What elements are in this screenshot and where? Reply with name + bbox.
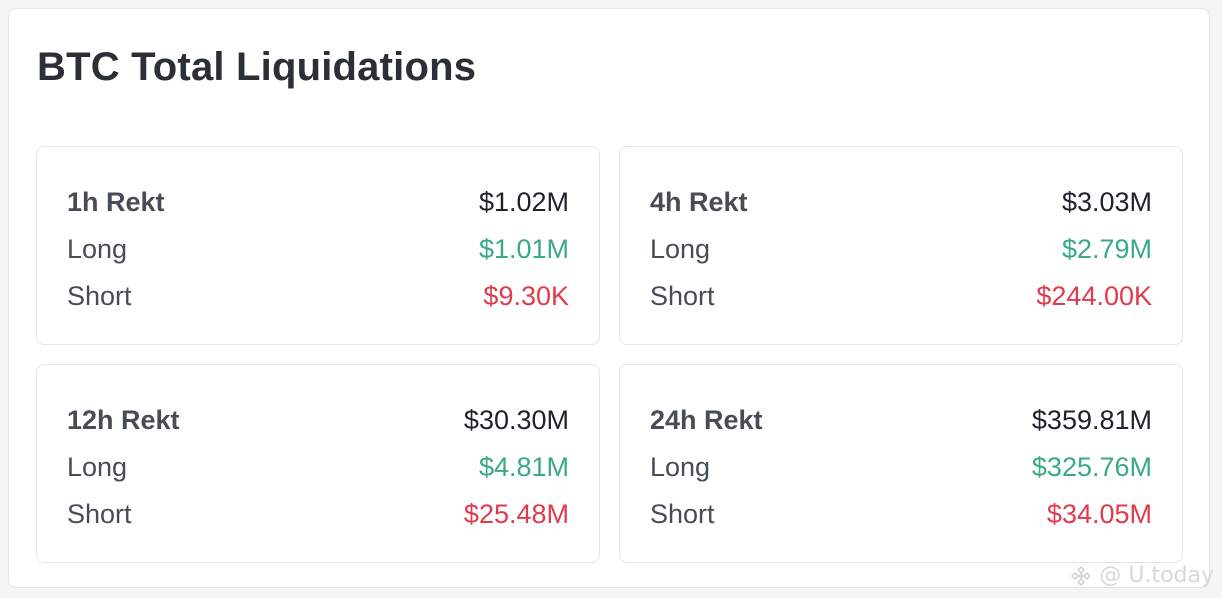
- short-label: Short: [650, 281, 715, 311]
- short-value: $34.05M: [1046, 499, 1152, 529]
- liquidations-panel: BTC Total Liquidations 1h Rekt $1.02M Lo…: [8, 8, 1210, 588]
- watermark: @ U.today: [1069, 563, 1214, 588]
- liquidation-card-1h: 1h Rekt $1.02M Long $1.01M Short $9.30K: [36, 146, 600, 345]
- period-label: 12h Rekt: [67, 405, 180, 435]
- panel-title: BTC Total Liquidations: [37, 45, 477, 89]
- long-label: Long: [67, 234, 128, 264]
- long-value: $4.81M: [478, 452, 569, 482]
- watermark-text: @ U.today: [1099, 563, 1214, 588]
- short-row: Short $244.00K: [650, 279, 1152, 313]
- liquidation-card-12h: 12h Rekt $30.30M Long $4.81M Short $25.4…: [36, 364, 600, 563]
- long-label: Long: [650, 234, 711, 264]
- long-row: Long $1.01M: [67, 232, 569, 266]
- total-row: 4h Rekt $3.03M: [650, 185, 1152, 219]
- period-label: 1h Rekt: [67, 187, 165, 217]
- short-row: Short $34.05M: [650, 497, 1152, 531]
- short-row: Short $9.30K: [67, 279, 569, 313]
- total-value: $359.81M: [1031, 405, 1152, 435]
- long-value: $2.79M: [1061, 234, 1152, 264]
- short-label: Short: [650, 499, 715, 529]
- long-row: Long $4.81M: [67, 450, 569, 484]
- short-value: $25.48M: [463, 499, 569, 529]
- period-label: 4h Rekt: [650, 187, 748, 217]
- total-row: 24h Rekt $359.81M: [650, 403, 1152, 437]
- long-value: $1.01M: [478, 234, 569, 264]
- long-row: Long $2.79M: [650, 232, 1152, 266]
- long-row: Long $325.76M: [650, 450, 1152, 484]
- liquidation-card-4h: 4h Rekt $3.03M Long $2.79M Short $244.00…: [619, 146, 1183, 345]
- total-value: $1.02M: [478, 187, 569, 217]
- short-label: Short: [67, 499, 132, 529]
- liquidation-card-24h: 24h Rekt $359.81M Long $325.76M Short $3…: [619, 364, 1183, 563]
- binance-logo-icon: [1069, 564, 1093, 588]
- short-value: $244.00K: [1036, 281, 1152, 311]
- short-value: $9.30K: [483, 281, 569, 311]
- period-label: 24h Rekt: [650, 405, 763, 435]
- total-value: $3.03M: [1061, 187, 1152, 217]
- short-row: Short $25.48M: [67, 497, 569, 531]
- total-row: 1h Rekt $1.02M: [67, 185, 569, 219]
- total-value: $30.30M: [463, 405, 569, 435]
- long-value: $325.76M: [1031, 452, 1152, 482]
- short-label: Short: [67, 281, 132, 311]
- long-label: Long: [650, 452, 711, 482]
- total-row: 12h Rekt $30.30M: [67, 403, 569, 437]
- long-label: Long: [67, 452, 128, 482]
